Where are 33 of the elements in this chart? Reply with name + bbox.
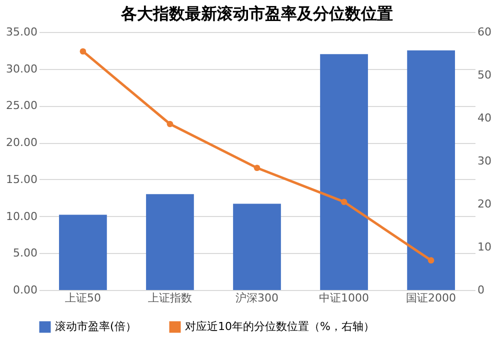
chart-title: 各大指数最新滚动市盈率及分位数位置 (120, 4, 393, 23)
y-tick-label: 20.00 (6, 136, 38, 150)
x-tick-label: 上证50 (64, 292, 101, 304)
legend-label: 滚动市盈率(倍） (55, 320, 136, 333)
y-tick-label: 35.00 (6, 26, 38, 38)
y2-tick-label: 10 (478, 240, 492, 254)
y-tick-label: 10.00 (6, 210, 38, 223)
y2-tick-label: 50 (478, 68, 492, 82)
point (80, 48, 86, 55)
x-tick-label: 沪深300 (236, 292, 278, 304)
point (340, 198, 348, 206)
x-tick-label: 上证指数 (148, 292, 192, 304)
bar (59, 214, 107, 290)
point (254, 164, 260, 172)
y-tick-label: 0.00 (13, 284, 38, 296)
y-tick-label: 30.00 (6, 62, 38, 76)
y-tick-label: 5.00 (13, 246, 38, 260)
x-tick-label: 国证2000 (406, 292, 456, 304)
bar (233, 204, 281, 290)
y2-tick-label: 40 (478, 112, 492, 124)
point (428, 257, 434, 264)
bar (146, 194, 194, 290)
point (166, 120, 174, 128)
y-tick-label: 25.00 (6, 99, 38, 112)
bar (320, 54, 368, 290)
y2-tick-label: 20 (478, 198, 492, 210)
bar (407, 50, 455, 290)
x-tick-label: 中证1000 (319, 292, 370, 304)
legend-label: 对应近10年的分位数位置（%，右轴） (185, 320, 374, 333)
y-tick-label: 15.00 (6, 172, 38, 186)
y2-tick-label: 30 (478, 154, 492, 168)
y2-tick-label: 0 (478, 284, 484, 296)
y2-tick-label: 60 (478, 26, 492, 38)
